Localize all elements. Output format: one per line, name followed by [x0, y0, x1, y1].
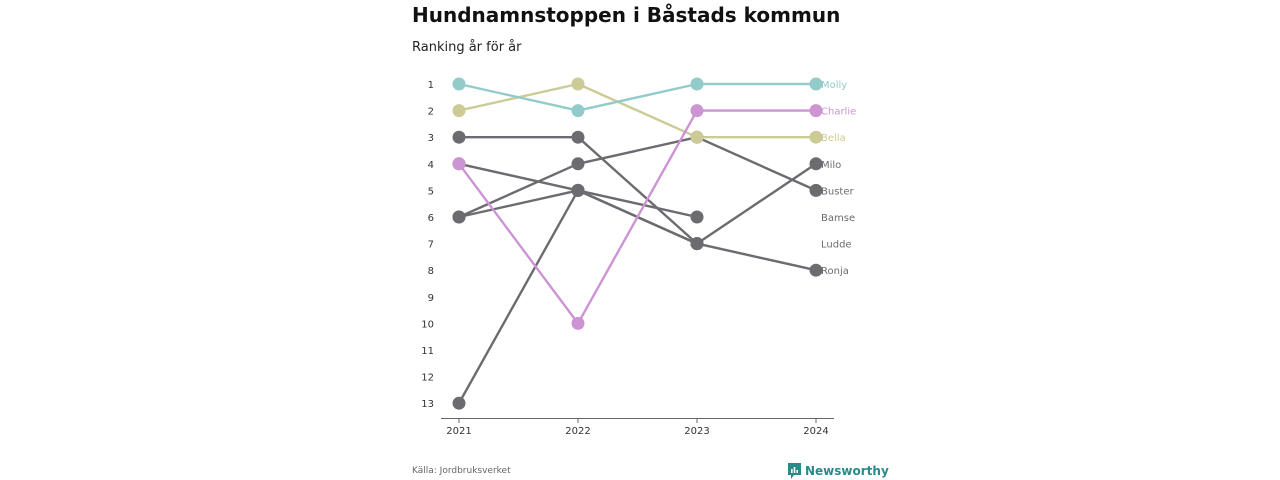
end-label-molly: Molly: [821, 80, 847, 91]
x-axis: 2021 2022 2023 2024: [441, 418, 834, 437]
end-label-ludde: Ludde: [821, 240, 852, 251]
y-tick-label: 3: [428, 133, 434, 144]
y-tick-label: 12: [421, 373, 434, 384]
data-point-bella: [809, 130, 823, 144]
page-subtitle: Ranking år för år: [412, 40, 522, 55]
data-point-bella: [452, 104, 466, 118]
end-label-charlie: Charlie: [821, 107, 856, 118]
page-title: Hundnamnstoppen i Båstads kommun: [412, 3, 841, 27]
end-label-ronja: Ronja: [821, 266, 849, 277]
x-tick-label: 2021: [446, 426, 471, 437]
y-tick-label: 5: [428, 186, 434, 197]
brand-name: Newsworthy: [805, 464, 889, 478]
x-tick-label: 2022: [565, 426, 590, 437]
series-line-molly: [457, 82, 818, 112]
end-label-bella: Bella: [821, 133, 846, 144]
y-tick-label: 4: [428, 160, 434, 171]
series-points: [452, 77, 823, 410]
series-lines: [457, 82, 818, 405]
y-tick-label: 13: [421, 399, 434, 410]
data-point-bella: [690, 130, 704, 144]
data-point-molly: [571, 104, 585, 118]
y-tick-label: 1: [428, 80, 434, 91]
data-point-bamse: [690, 210, 704, 224]
series-line-milo: [457, 162, 818, 405]
end-label-bamse: Bamse: [821, 213, 855, 224]
end-label-buster: Buster: [821, 186, 854, 197]
brand-mark[interactable]: Newsworthy: [788, 463, 889, 479]
y-tick-label: 7: [428, 240, 434, 251]
source-note: Källa: Jordbruksverket: [412, 466, 511, 476]
data-point-milo: [809, 157, 823, 171]
data-point-ronja: [809, 263, 823, 277]
series-line-buster: [457, 135, 818, 219]
data-point-charlie: [452, 157, 466, 171]
end-label-milo: Milo: [821, 160, 841, 171]
x-tick-label: 2023: [684, 426, 709, 437]
data-point-milo: [452, 396, 466, 410]
data-point-ludde: [571, 130, 585, 144]
data-point-buster: [809, 183, 823, 197]
series-line-charlie: [457, 109, 818, 325]
y-tick-label: 11: [421, 346, 434, 357]
y-tick-label: 2: [428, 107, 434, 118]
y-tick-label: 6: [428, 213, 434, 224]
series-end-labels: Molly Charlie Bella Milo Buster Bamse Ludde Ron…: [821, 80, 856, 277]
data-point-bella: [571, 77, 585, 91]
y-tick-label: 10: [421, 319, 434, 330]
y-tick-label: 9: [428, 293, 434, 304]
data-point-milo: [571, 183, 585, 197]
data-point-milo: [690, 237, 704, 251]
data-point-molly: [452, 77, 466, 91]
newsworthy-logo-icon: [788, 463, 801, 479]
data-point-charlie: [809, 104, 823, 118]
x-tick-label: 2024: [803, 426, 828, 437]
data-point-charlie: [690, 104, 704, 118]
data-point-buster: [452, 210, 466, 224]
data-point-molly: [690, 77, 704, 91]
data-point-molly: [809, 77, 823, 91]
data-point-charlie: [571, 316, 585, 330]
data-point-buster: [571, 157, 585, 171]
data-point-ludde: [452, 130, 466, 144]
y-tick-label: 8: [428, 266, 434, 277]
